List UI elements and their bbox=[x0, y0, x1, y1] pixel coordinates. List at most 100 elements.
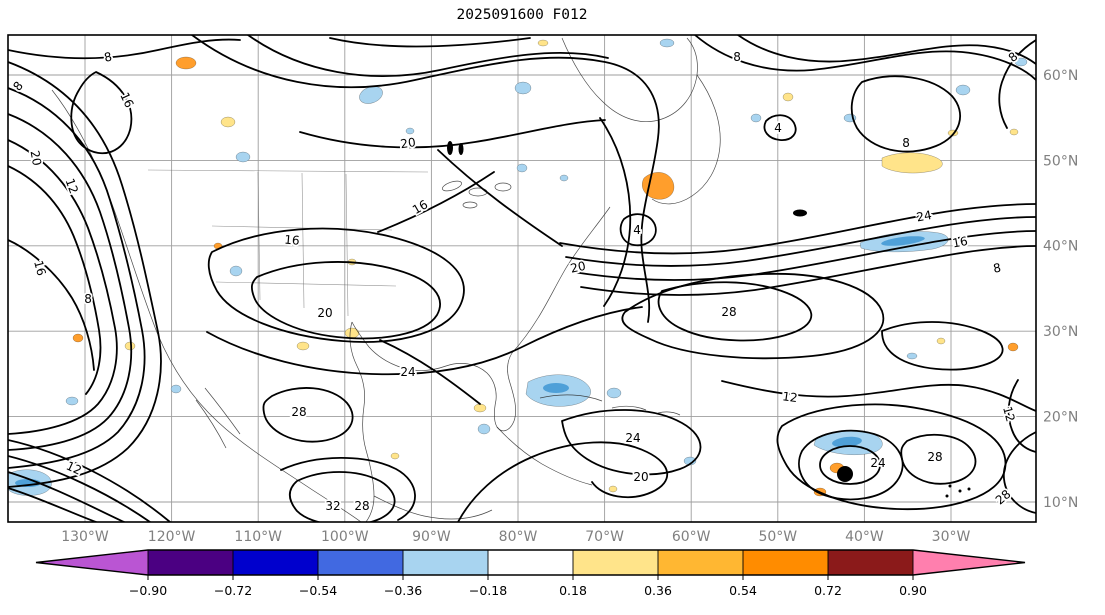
positive-anomaly-patch bbox=[1009, 128, 1019, 136]
contour-line bbox=[206, 306, 643, 376]
colorbar-tick-label: −0.72 bbox=[214, 583, 252, 598]
colorbar-tick-label: −0.18 bbox=[469, 583, 507, 598]
coastline bbox=[204, 387, 241, 435]
coastline bbox=[51, 89, 362, 522]
contour-line bbox=[8, 61, 162, 488]
contour-label: 12 bbox=[781, 389, 798, 405]
map-black-mark bbox=[958, 489, 962, 493]
contour-line bbox=[1003, 431, 1036, 514]
contour-label: 20 bbox=[317, 306, 332, 320]
colorbar-extend-under bbox=[36, 550, 148, 575]
negative-anomaly-patch bbox=[477, 423, 491, 435]
coastline bbox=[442, 180, 462, 192]
contour-line bbox=[379, 339, 481, 405]
contour-label: 16 bbox=[117, 90, 136, 110]
contour-label: 20 bbox=[569, 259, 587, 276]
negative-anomaly-patch bbox=[235, 151, 251, 163]
contour-lines bbox=[8, 35, 1036, 522]
contour-label: 28 bbox=[291, 405, 306, 419]
contour-line bbox=[8, 487, 97, 522]
map-markers bbox=[447, 141, 971, 498]
colorbar-segment bbox=[658, 550, 743, 575]
lon-tick-label: 80°W bbox=[499, 529, 538, 545]
contour-line bbox=[299, 119, 606, 149]
colorbar-tick-label: 0.90 bbox=[899, 583, 927, 598]
colorbar-segment bbox=[318, 550, 403, 575]
negative-anomaly-patch bbox=[229, 265, 243, 277]
contour-line bbox=[900, 433, 977, 485]
contour-line bbox=[694, 35, 1036, 81]
contour-line bbox=[721, 380, 1036, 412]
contour-label: 24 bbox=[870, 456, 885, 470]
coastline bbox=[373, 495, 493, 520]
colorbar-tick-label: 0.72 bbox=[814, 583, 842, 598]
lat-tick-label: 30°N bbox=[1043, 324, 1078, 340]
contour-line bbox=[8, 471, 125, 522]
axis-tick-labels: 130°W 120°W 110°W 100°W 90°W 80°W 70°W 60°W 50°W… bbox=[61, 68, 1078, 545]
contour-label: 20 bbox=[633, 470, 648, 484]
contour-line bbox=[191, 35, 660, 323]
contour-line bbox=[247, 35, 609, 78]
contour-line bbox=[262, 387, 354, 443]
negative-anomaly-patch bbox=[170, 384, 182, 394]
colorbar-segment bbox=[233, 550, 318, 575]
positive-anomaly-patch bbox=[881, 152, 943, 174]
contour-line bbox=[70, 71, 133, 155]
map-black-mark bbox=[458, 143, 464, 155]
negative-anomaly-patch-strong bbox=[881, 236, 925, 246]
coastline bbox=[651, 74, 721, 205]
political-border bbox=[147, 169, 429, 173]
contour-line bbox=[798, 429, 904, 501]
lon-tick-label: 100°W bbox=[321, 529, 369, 545]
map-black-mark bbox=[447, 141, 453, 155]
lat-tick-label: 50°N bbox=[1043, 153, 1078, 169]
contour-line bbox=[572, 230, 1036, 281]
contour-line bbox=[763, 114, 797, 141]
positive-anomaly-patch bbox=[72, 333, 84, 343]
contour-line bbox=[565, 216, 1036, 267]
coastline bbox=[349, 321, 375, 522]
contour-label: 16 bbox=[31, 259, 48, 277]
contour-label: 8 bbox=[84, 292, 92, 306]
contour-label: 8 bbox=[992, 261, 1002, 276]
contour-label: 8 bbox=[103, 50, 113, 65]
contour-label: 4 bbox=[633, 223, 641, 237]
colorbar-tick-label: −0.90 bbox=[129, 583, 167, 598]
contour-line bbox=[776, 403, 1007, 511]
lon-tick-label: 110°W bbox=[234, 529, 282, 545]
negative-anomaly-patch-strong bbox=[543, 383, 569, 393]
contour-line bbox=[207, 227, 465, 343]
coastline bbox=[462, 201, 478, 209]
lat-tick-label: 20°N bbox=[1043, 410, 1078, 426]
contour-line bbox=[561, 409, 702, 476]
negative-anomaly-patch bbox=[405, 127, 415, 135]
coastlines bbox=[51, 37, 721, 522]
colorbar-tick-label: 0.18 bbox=[559, 583, 587, 598]
contour-line bbox=[288, 471, 396, 522]
contour-line bbox=[8, 139, 118, 435]
positive-anomaly-patch bbox=[537, 39, 549, 47]
contour-line bbox=[657, 281, 813, 342]
lon-tick-label: 50°W bbox=[758, 529, 797, 545]
contour-line bbox=[8, 439, 171, 522]
contour-label: 12 bbox=[63, 176, 81, 195]
colorbar-segment bbox=[743, 550, 828, 575]
contour-line bbox=[329, 37, 531, 48]
contour-label: 20 bbox=[28, 149, 44, 166]
contour-line bbox=[559, 203, 1036, 255]
positive-anomaly-patch bbox=[782, 92, 794, 102]
contour-label: 28 bbox=[993, 487, 1014, 508]
contour-line bbox=[8, 239, 95, 371]
contour-label: 24 bbox=[915, 208, 932, 224]
coastline bbox=[539, 394, 681, 416]
colorbar-segment bbox=[403, 550, 488, 575]
contour-line bbox=[457, 441, 669, 522]
contour-line bbox=[437, 149, 563, 247]
contour-label: 28 bbox=[721, 305, 736, 319]
political-border bbox=[211, 225, 397, 287]
contour-label: 24 bbox=[625, 431, 640, 445]
lon-tick-label: 60°W bbox=[672, 529, 711, 545]
contour-line bbox=[8, 87, 146, 469]
lon-tick-label: 40°W bbox=[845, 529, 884, 545]
